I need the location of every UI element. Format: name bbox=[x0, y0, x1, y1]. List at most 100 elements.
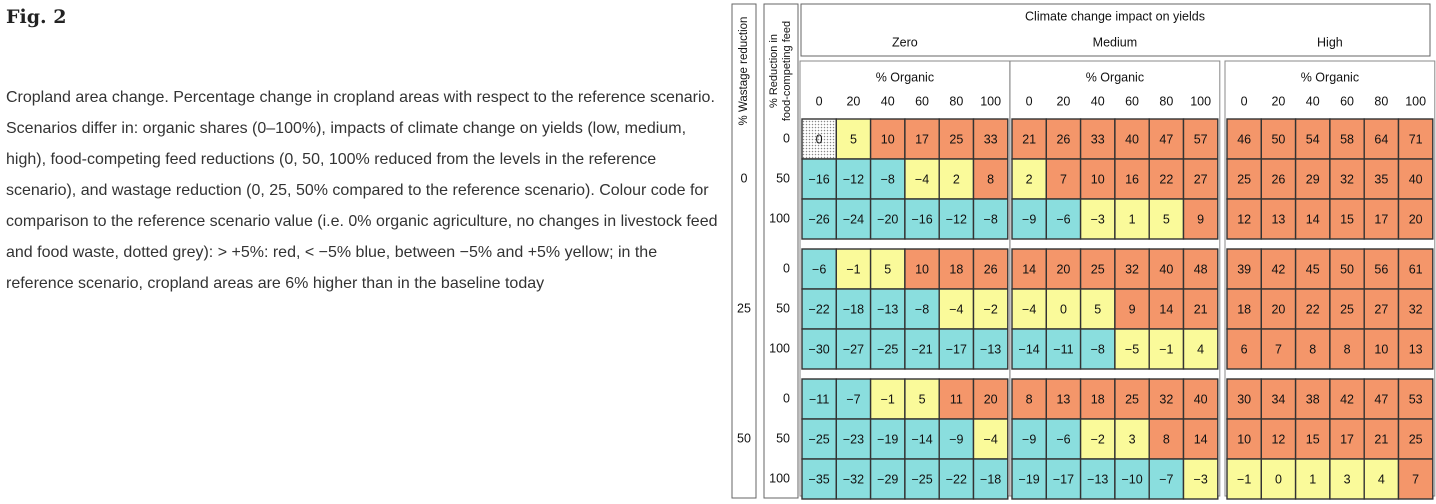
cell-value-label: 1 bbox=[1309, 472, 1316, 486]
cell-value-label: 10 bbox=[1091, 172, 1105, 186]
cell-value-label: −12 bbox=[946, 212, 967, 226]
heatmap-cell bbox=[1011, 288, 1047, 330]
heatmap-cell bbox=[1011, 418, 1047, 460]
cell-value-label: −1 bbox=[1159, 342, 1173, 356]
heatmap-cell bbox=[972, 198, 1009, 240]
cell-value-label: −6 bbox=[1056, 212, 1070, 226]
feed-axis-label-line2: food-competing feed bbox=[781, 21, 793, 121]
cell-value-label: −25 bbox=[911, 472, 932, 486]
figure-caption: Cropland area change. Percentage change … bbox=[6, 89, 718, 292]
cell-value-label: 29 bbox=[1306, 172, 1320, 186]
heatmap-cell bbox=[1045, 288, 1082, 330]
cell-value-label: 0 bbox=[816, 132, 823, 146]
cell-value-label: 0 bbox=[1060, 302, 1067, 316]
cell-value-label: 40 bbox=[1159, 262, 1173, 276]
cell-value-label: 7 bbox=[1412, 472, 1419, 486]
cell-value-label: 25 bbox=[1125, 392, 1139, 406]
feed-level-0-0: 0 bbox=[783, 131, 790, 145]
heatmap-cell bbox=[1294, 288, 1331, 330]
cell-value-label: 25 bbox=[949, 132, 963, 146]
cell-value-label: −4 bbox=[915, 172, 929, 186]
heatmap-cell bbox=[1045, 158, 1082, 200]
feed-level-0-100: 100 bbox=[769, 211, 790, 225]
cell-value-label: 22 bbox=[1306, 302, 1320, 316]
organic-tick-zero-100: 100 bbox=[980, 94, 1001, 108]
cell-value-label: −29 bbox=[877, 472, 898, 486]
heatmap-cell bbox=[1329, 198, 1365, 240]
cell-value-label: −13 bbox=[1087, 472, 1108, 486]
cell-value-label: 6 bbox=[1241, 342, 1248, 356]
organic-axis-label-medium: % Organic bbox=[1086, 70, 1144, 84]
heatmap-cell bbox=[869, 288, 906, 330]
cell-value-label: 42 bbox=[1340, 392, 1354, 406]
cell-value-label: 4 bbox=[1378, 472, 1385, 486]
cell-value-label: 26 bbox=[984, 262, 998, 276]
heatmap-cell bbox=[938, 288, 975, 330]
cell-value-label: 20 bbox=[1056, 262, 1070, 276]
organic-tick-medium-100: 100 bbox=[1190, 94, 1211, 108]
heatmap-cell bbox=[1011, 118, 1047, 160]
cell-value-label: −18 bbox=[980, 472, 1001, 486]
cell-value-label: −11 bbox=[809, 392, 829, 406]
heatmap-cell bbox=[1182, 378, 1219, 420]
cell-value-label: −12 bbox=[843, 172, 864, 186]
heatmap-cell bbox=[1079, 198, 1116, 240]
heatmap-cell bbox=[1182, 158, 1219, 200]
heatmap-cell bbox=[1045, 458, 1082, 500]
heatmap-cell bbox=[1363, 458, 1400, 500]
cell-value-label: 3 bbox=[1129, 432, 1136, 446]
cell-value-label: −22 bbox=[809, 302, 830, 316]
cell-value-label: 20 bbox=[1409, 212, 1423, 226]
cell-value-label: 10 bbox=[915, 262, 929, 276]
heatmap-cell bbox=[1011, 378, 1047, 420]
cell-value-label: −2 bbox=[1091, 432, 1105, 446]
cell-value-label: 50 bbox=[1271, 132, 1285, 146]
heatmap-cell bbox=[1011, 458, 1047, 500]
heatmap-cell bbox=[1260, 158, 1297, 200]
organic-tick-medium-80: 80 bbox=[1159, 94, 1173, 108]
cropland-heatmap: % Wastage reduction % Reduction in food-co… bbox=[731, 3, 1436, 500]
heatmap-cell bbox=[869, 328, 906, 370]
cell-value-label: 47 bbox=[1159, 132, 1173, 146]
cell-value-label: 25 bbox=[1409, 432, 1423, 446]
cell-value-label: 21 bbox=[1022, 132, 1036, 146]
heatmap-cell bbox=[938, 328, 975, 370]
cell-value-label: 13 bbox=[1409, 342, 1423, 356]
organic-tick-zero-60: 60 bbox=[915, 94, 929, 108]
heatmap-cell bbox=[1363, 118, 1400, 160]
cell-value-label: −14 bbox=[911, 432, 932, 446]
cell-value-label: 27 bbox=[1374, 302, 1388, 316]
cell-value-label: 8 bbox=[1163, 432, 1170, 446]
cell-value-label: −7 bbox=[846, 392, 860, 406]
cell-value-label: 9 bbox=[1129, 302, 1136, 316]
heatmap-cell bbox=[904, 198, 940, 240]
organic-tick-high-0: 0 bbox=[1241, 94, 1248, 108]
heatmap-cell bbox=[1114, 288, 1150, 330]
cell-value-label: 8 bbox=[1344, 342, 1351, 356]
heatmap-cell bbox=[938, 248, 975, 290]
cell-value-label: 13 bbox=[1271, 212, 1285, 226]
organic-tick-zero-40: 40 bbox=[881, 94, 895, 108]
cell-value-label: 15 bbox=[1306, 432, 1320, 446]
heatmap-cell bbox=[1260, 118, 1297, 160]
organic-axis-label-high: % Organic bbox=[1301, 70, 1359, 84]
climate-header-frame bbox=[800, 3, 1431, 57]
cell-value-label: −8 bbox=[1091, 342, 1105, 356]
wastage-level-50: 50 bbox=[737, 431, 751, 445]
organic-tick-zero-0: 0 bbox=[816, 94, 823, 108]
cell-value-label: −10 bbox=[1121, 472, 1142, 486]
feed-level-25-0: 0 bbox=[783, 261, 790, 275]
organic-tick-zero-80: 80 bbox=[949, 94, 963, 108]
cell-value-label: −30 bbox=[809, 342, 830, 356]
cell-value-label: 64 bbox=[1374, 132, 1388, 146]
cell-value-label: 26 bbox=[1056, 132, 1070, 146]
heatmap-cell bbox=[1148, 458, 1185, 500]
cell-value-label: −35 bbox=[809, 472, 830, 486]
heatmap-cell bbox=[1329, 158, 1365, 200]
heatmap-cell bbox=[869, 198, 906, 240]
heatmap-cell bbox=[835, 158, 872, 200]
heatmap-cell bbox=[1182, 458, 1219, 500]
heatmap-cell bbox=[1294, 328, 1331, 370]
heatmap-cell bbox=[972, 418, 1009, 460]
heatmap-cell bbox=[1148, 198, 1185, 240]
